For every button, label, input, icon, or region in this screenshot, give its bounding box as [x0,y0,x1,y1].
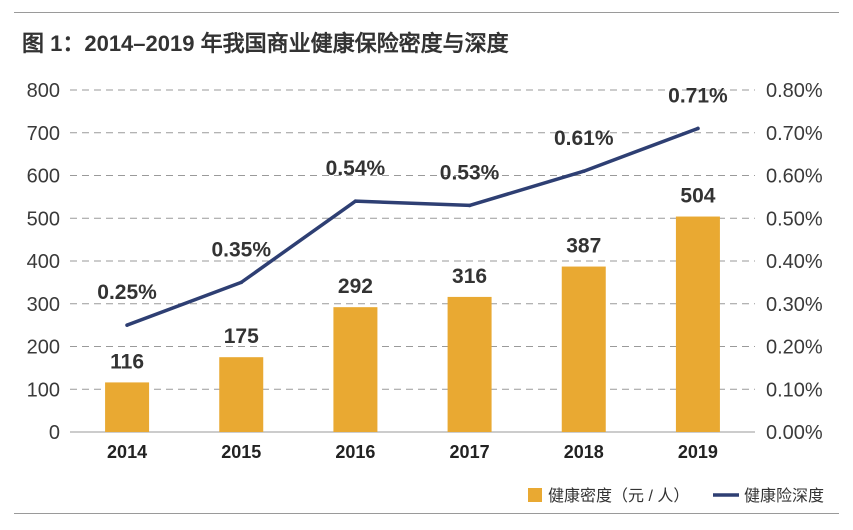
bar [219,357,264,432]
bar-value-label: 292 [338,275,373,298]
legend-bar-swatch [528,488,542,502]
bar [561,266,606,432]
right-axis-tick-label: 0.10% [766,379,823,401]
left-axis-tick-label: 200 [27,337,60,359]
line-value-label: 0.54% [326,157,386,180]
x-axis-tick-label: 2015 [221,442,261,462]
right-axis-tick-label: 0.50% [766,208,823,230]
chart-title: 图 1：2014–2019 年我国商业健康保险密度与深度 [22,31,509,56]
left-axis-tick-label: 400 [27,251,60,273]
x-axis-tick-label: 2017 [450,442,490,462]
left-axis-tick-label: 0 [49,422,60,444]
left-axis-tick-label: 300 [27,294,60,316]
line-point [353,199,358,203]
line-point [467,203,472,208]
x-axis-tick-label: 2016 [335,442,375,462]
right-axis-tick-label: 0.30% [766,294,823,316]
left-axis-tick-label: 600 [27,166,60,188]
left-axis-tick-label: 800 [27,80,60,102]
bottom-rule [14,513,839,514]
bar-value-label: 116 [110,350,144,373]
line-point [696,126,700,131]
legend-line-label: 健康险深度 [744,487,824,505]
left-axis-tick-label: 500 [27,208,60,230]
bar [675,216,720,432]
line-value-label: 0.71% [668,84,728,107]
right-axis-tick-label: 0.60% [766,166,823,188]
depth-line [125,126,700,327]
right-axis-tick-label: 0.80% [766,80,823,102]
right-axis-tick-label: 0.40% [766,251,823,273]
bar [105,382,150,432]
line-point [239,280,244,285]
line-value-label: 0.35% [211,238,271,261]
legend-bar-label: 健康密度（元 / 人） [548,487,689,505]
line-value-label: 0.25% [97,281,157,304]
left-axis-tick-label: 700 [27,123,60,145]
line-value-label: 0.53% [440,161,500,184]
x-axis-tick-label: 2014 [107,442,147,462]
x-axis-tick-label: 2019 [678,442,718,462]
top-rule [14,12,839,13]
right-axis-tick-label: 0.20% [766,337,823,359]
left-axis-tick-label: 100 [27,379,60,401]
bar [447,296,492,432]
bar [333,307,378,432]
line-value-label: 0.61% [554,127,614,150]
right-axis-tick-label: 0.00% [766,422,823,444]
bar-value-label: 387 [566,235,601,258]
line-point [125,323,129,327]
bar-value-label: 175 [224,325,259,348]
x-axis-tick-label: 2018 [564,442,604,462]
right-axis-tick-label: 0.70% [766,123,823,145]
line-point [581,169,586,174]
bar-value-label: 316 [452,265,487,288]
bar-value-label: 504 [680,185,715,208]
